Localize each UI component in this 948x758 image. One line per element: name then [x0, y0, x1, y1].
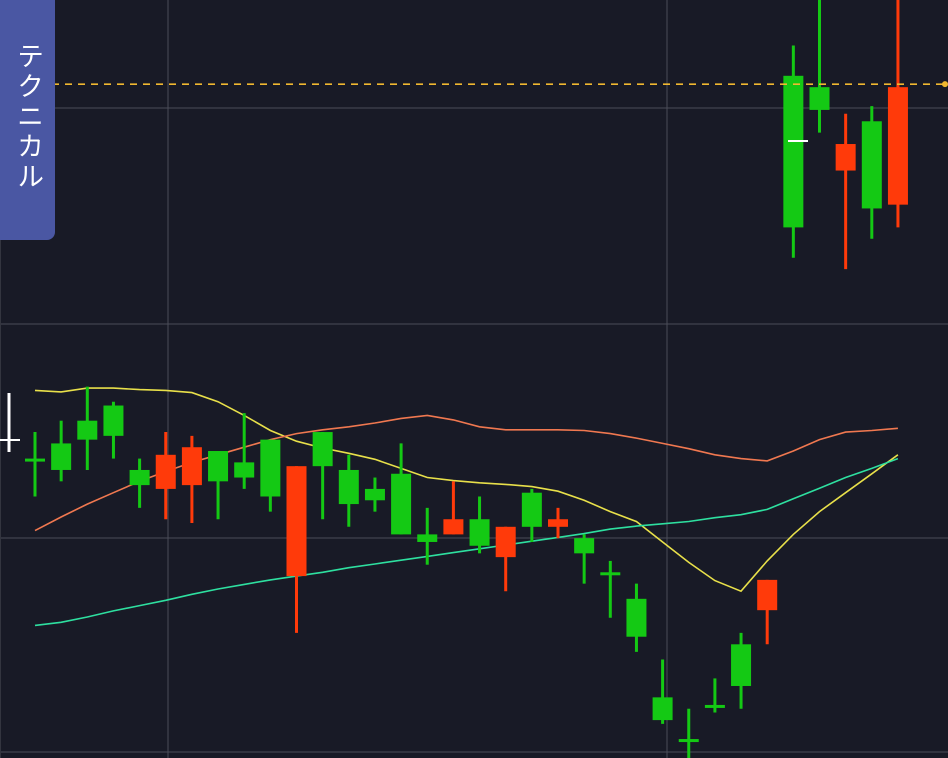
candle-12: [312, 432, 333, 520]
candle-body: [678, 739, 699, 743]
candles: [25, 0, 908, 758]
candle-26: [678, 708, 699, 758]
candle-body: [25, 458, 45, 462]
candle-33: [861, 106, 882, 239]
candle-body: [731, 644, 752, 686]
reference-line-group: [0, 81, 948, 88]
candle-34: [887, 0, 908, 228]
candle-2: [51, 420, 72, 482]
candle-body: [234, 462, 255, 478]
candle-32: [835, 113, 856, 270]
candle-23: [600, 560, 621, 618]
candle-body: [783, 75, 804, 228]
candle-30: [783, 45, 804, 258]
candle-body: [286, 466, 307, 577]
candle-body: [548, 519, 568, 527]
candle-22: [574, 534, 595, 584]
candle-body: [260, 439, 281, 497]
candle-body: [704, 704, 725, 708]
candle-13: [338, 454, 359, 527]
candle-18: [469, 496, 490, 554]
candle-body: [312, 432, 333, 467]
candle-31: [809, 0, 830, 133]
candle-body: [861, 121, 882, 209]
candle-29: [757, 579, 778, 645]
candle-21: [548, 507, 568, 539]
candle-body: [129, 469, 150, 486]
technical-tab-label: テクニカル: [12, 42, 43, 192]
reference-line-marker: [942, 81, 948, 88]
candle-20: [521, 488, 542, 542]
candle-body: [443, 519, 464, 535]
candle-11: [286, 466, 307, 633]
candle-14: [364, 477, 385, 512]
candle-body: [77, 420, 98, 440]
candle-7: [181, 435, 202, 524]
candle-body: [600, 572, 621, 576]
candle-body: [626, 598, 647, 637]
candle-5: [129, 458, 150, 508]
candle-6: [155, 432, 176, 520]
candle-body: [469, 519, 490, 546]
candle-25: [652, 659, 673, 724]
cursor-markers: [0, 140, 808, 452]
candle-body: [103, 405, 124, 436]
candle-27: [704, 678, 725, 713]
candle-body: [338, 469, 359, 505]
candle-17: [443, 481, 464, 535]
candle-28: [731, 632, 752, 709]
candle-body: [574, 538, 595, 554]
candle-10: [260, 439, 281, 512]
moving-average-line-1: [34, 387, 899, 593]
candle-body: [887, 87, 908, 205]
candle-16: [417, 507, 438, 565]
candle-4: [103, 401, 124, 459]
candle-3: [77, 386, 98, 470]
candle-1: [25, 432, 45, 497]
technical-tab[interactable]: テクニカル: [0, 0, 55, 240]
candle-body: [155, 454, 176, 489]
candle-body: [417, 534, 438, 542]
candle-body: [809, 87, 830, 110]
moving-average-line-3: [34, 457, 899, 627]
candle-body: [364, 488, 385, 501]
candle-body: [652, 697, 673, 721]
candle-24: [626, 583, 647, 652]
candle-19: [495, 526, 516, 592]
candle-body: [757, 579, 778, 611]
candle-body: [51, 443, 72, 470]
candle-body: [391, 473, 412, 535]
candle-15: [391, 443, 412, 535]
candle-body: [521, 492, 542, 527]
candle-9: [234, 413, 255, 489]
candle-body: [495, 526, 516, 558]
candle-body: [835, 144, 856, 171]
candle-8: [208, 451, 229, 520]
candle-body: [208, 451, 229, 482]
moving-average-line-2: [34, 414, 898, 532]
candle-body: [181, 447, 202, 486]
moving-average-lines: [34, 387, 899, 627]
